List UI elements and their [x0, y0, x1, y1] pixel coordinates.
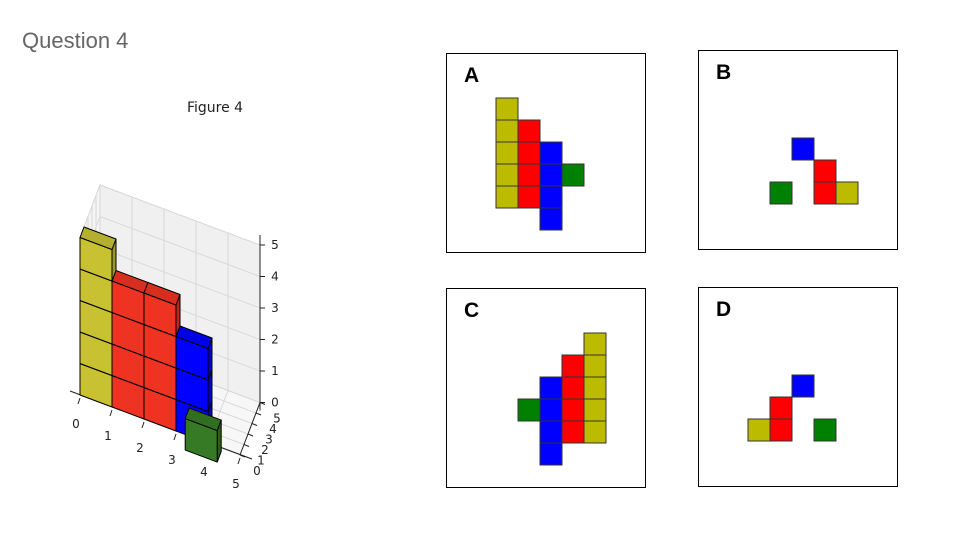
option-a-drawing [495, 97, 585, 231]
option-d-label: D [716, 298, 732, 321]
x-tick-label: 0 [72, 417, 80, 431]
red-square [517, 141, 541, 165]
yellow-square [495, 119, 519, 143]
option-d-drawing [747, 374, 837, 442]
option-b-panel[interactable]: B [698, 50, 898, 250]
green-square [769, 181, 793, 205]
yellow-square [495, 97, 519, 121]
yellow-square [583, 354, 607, 378]
y-tick-label: 4 [269, 422, 277, 436]
blue-square [539, 398, 563, 422]
x-tick-mark [237, 457, 241, 465]
yellow-square [495, 185, 519, 209]
option-c-drawing [517, 332, 607, 466]
option-d-panel[interactable]: D [698, 287, 898, 487]
y-tick-label: 3 [265, 433, 273, 447]
y-tick-mark [255, 412, 262, 416]
cube-top-face [184, 407, 222, 432]
red-square [561, 420, 585, 444]
gridline [99, 216, 261, 277]
green-cube [184, 407, 222, 463]
blue-square [539, 442, 563, 466]
red-square [517, 119, 541, 143]
voxel-cubes [79, 226, 222, 463]
yellow-square [583, 376, 607, 400]
yellow-cube [79, 226, 117, 282]
y-axis-line [239, 402, 261, 456]
blue-square [539, 420, 563, 444]
gridline [99, 184, 261, 246]
x-tick-label: 4 [200, 465, 208, 479]
figure-title: Figure 4 [186, 100, 244, 116]
blue-square [539, 163, 563, 187]
yellow-square [583, 398, 607, 422]
x-tick-mark [77, 397, 81, 405]
y-tick-mark [247, 433, 254, 437]
green-square [517, 398, 541, 422]
option-a-panel[interactable]: A [446, 53, 646, 253]
x-tick-label: 3 [168, 453, 176, 467]
y-tick-label: 1 [257, 454, 265, 468]
red-square [769, 396, 793, 420]
option-a-label: A [464, 64, 480, 87]
yellow-square [835, 181, 859, 205]
blue-cube [175, 325, 213, 381]
x-tick-label: 1 [104, 429, 112, 443]
z-tick-label: 2 [271, 333, 279, 347]
y-tick-label: 0 [253, 464, 261, 478]
blue-square [539, 141, 563, 165]
x-tick-mark [109, 409, 113, 417]
option-b-label: B [716, 61, 732, 84]
option-b-drawing [769, 137, 859, 205]
cube-top-face [79, 226, 117, 250]
option-c-label: C [464, 299, 480, 322]
x-tick-mark [141, 421, 145, 429]
y-tick-mark [239, 454, 246, 458]
blue-square [539, 207, 563, 231]
question-title: Question 4 [22, 28, 129, 53]
red-square [813, 181, 837, 205]
y-tick-label: 5 [273, 412, 281, 426]
option-c-panel[interactable]: C [446, 288, 646, 488]
red-square [561, 354, 585, 378]
red-square [813, 159, 837, 183]
z-tick-label: 5 [271, 238, 279, 252]
z-tick-label: 1 [271, 364, 279, 378]
blue-square [539, 185, 563, 209]
yellow-square [583, 420, 607, 444]
yellow-square [583, 332, 607, 356]
blue-square [791, 137, 815, 161]
green-square [561, 163, 585, 187]
yellow-square [495, 141, 519, 165]
yellow-square [495, 163, 519, 187]
red-square [561, 376, 585, 400]
red-square [517, 163, 541, 187]
y-tick-label: 2 [261, 443, 269, 457]
z-tick-label: 3 [271, 301, 279, 315]
x-tick-mark [173, 433, 177, 441]
red-cube [143, 282, 181, 337]
y-tick-mark [251, 423, 258, 426]
red-square [517, 185, 541, 209]
z-tick-label: 0 [271, 396, 279, 410]
yellow-square [747, 418, 771, 442]
gridline [99, 247, 261, 309]
cube-top-face [143, 282, 181, 306]
red-square [561, 398, 585, 422]
z-tick-label: 4 [271, 270, 279, 284]
red-square [769, 418, 793, 442]
green-square [813, 418, 837, 442]
y-tick-mark [243, 444, 250, 447]
blue-square [791, 374, 815, 398]
x-tick-label: 5 [232, 477, 240, 491]
x-tick-label: 2 [136, 441, 144, 455]
blue-square [539, 376, 563, 400]
